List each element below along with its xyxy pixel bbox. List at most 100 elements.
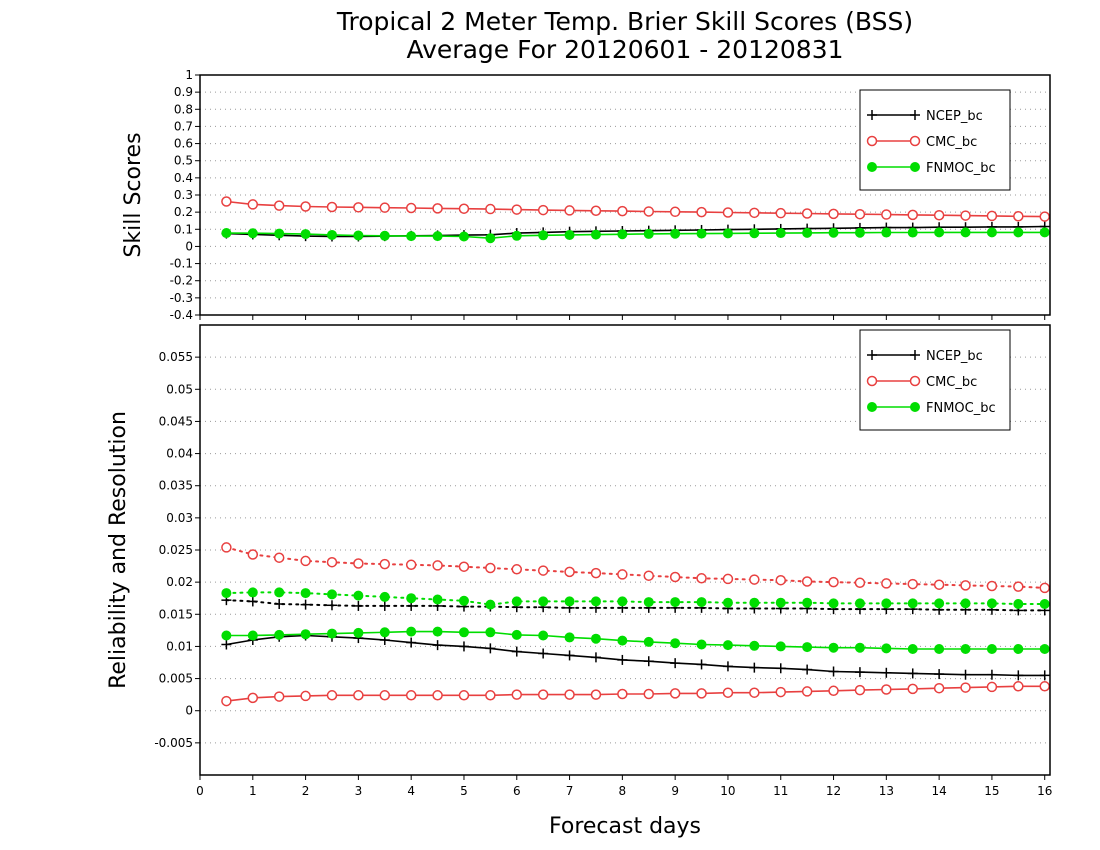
point-open-circle	[300, 201, 311, 212]
point-open-circle	[1039, 211, 1050, 222]
point-plus-marker	[934, 669, 945, 680]
point-open-circle	[221, 695, 232, 707]
point-filled-circle	[511, 596, 522, 607]
point-filled-circle	[1039, 227, 1050, 238]
point-filled-circle	[643, 636, 654, 647]
point-open-circle	[881, 684, 892, 695]
point-open-circle	[379, 690, 391, 701]
point-plus-marker	[432, 640, 443, 651]
legend-label: CMC_bc	[926, 135, 977, 150]
point-open-circle	[1013, 681, 1024, 692]
point-open-circle	[749, 574, 760, 585]
point-plus-marker	[722, 661, 733, 672]
y-tick-label: 0	[185, 239, 193, 253]
point-open-circle	[590, 205, 602, 217]
series-line-fnmoc_bc	[225, 591, 1046, 606]
point-filled-circle	[221, 228, 232, 239]
point-filled-circle	[696, 228, 707, 239]
point-open-circle	[353, 690, 364, 701]
point-filled-circle	[802, 597, 813, 608]
plot-frame	[199, 324, 1051, 776]
point-filled-circle	[775, 597, 786, 608]
point-filled-circle	[854, 642, 865, 653]
point-open-circle	[907, 683, 918, 695]
point-filled-circle	[247, 630, 258, 641]
point-open-circle	[590, 567, 602, 579]
point-plus-marker	[458, 641, 469, 652]
point-filled-circle	[1013, 227, 1024, 238]
point-filled-circle	[934, 227, 945, 238]
series-line-cmc_bc	[226, 200, 1045, 218]
point-plus-marker	[406, 637, 417, 648]
legend-label: FNMOC_bc	[926, 161, 996, 176]
point-open-circle	[907, 578, 918, 590]
point-open-circle	[458, 203, 470, 214]
x-tick-label: 9	[671, 784, 679, 798]
point-filled-circle	[274, 587, 285, 598]
point-open-circle	[247, 549, 259, 560]
point-filled-circle	[828, 598, 839, 609]
point-open-circle	[907, 209, 918, 221]
point-open-circle	[247, 692, 259, 704]
point-open-circle	[854, 208, 866, 220]
x-tick-label: 11	[773, 784, 788, 798]
point-filled-circle	[247, 228, 258, 239]
chart-title-line1: Tropical 2 Meter Temp. Brier Skill Score…	[336, 7, 913, 36]
point-filled-circle	[960, 227, 971, 238]
point-open-circle	[643, 570, 655, 581]
point-filled-circle	[907, 227, 918, 238]
point-open-circle	[564, 205, 575, 216]
x-tick-label: 4	[407, 784, 415, 798]
y-tick-label: 0.025	[159, 543, 193, 557]
point-filled-circle	[854, 598, 865, 609]
point-open-circle	[828, 685, 839, 697]
point-plus-marker	[617, 654, 628, 665]
point-open-circle	[696, 573, 707, 584]
y-tick-label: 0.02	[166, 575, 193, 589]
point-open-circle	[353, 558, 364, 569]
series-line-cmc_bc	[226, 685, 1045, 702]
point-open-circle	[828, 208, 839, 220]
point-open-circle	[537, 689, 549, 700]
point-open-circle	[564, 566, 575, 578]
point-open-circle	[933, 682, 945, 694]
x-tick-label: 13	[879, 784, 894, 798]
point-filled-circle	[696, 639, 707, 650]
point-plus-marker	[485, 643, 496, 654]
point-filled-circle	[643, 597, 654, 608]
point-filled-circle	[274, 228, 285, 239]
point-open-circle	[986, 580, 998, 592]
point-filled-circle	[722, 597, 733, 608]
y-tick-label: -0.1	[170, 257, 193, 271]
point-open-circle	[511, 564, 523, 575]
point-filled-circle	[1039, 599, 1050, 609]
point-filled-circle	[353, 230, 364, 241]
point-open-circle	[854, 577, 866, 589]
point-filled-circle	[432, 231, 443, 242]
point-filled-circle	[960, 598, 971, 609]
point-open-circle	[353, 202, 364, 213]
point-filled-circle	[907, 644, 918, 654]
point-open-circle	[458, 690, 470, 701]
point-filled-circle	[485, 599, 496, 610]
point-open-circle	[326, 690, 338, 701]
y-tick-label: -0.4	[170, 308, 193, 322]
point-open-circle	[590, 689, 602, 700]
point-filled-circle	[564, 632, 575, 643]
point-plus-marker	[564, 650, 575, 661]
point-filled-circle	[353, 627, 364, 638]
point-open-circle	[1039, 582, 1050, 594]
series-line-ncep_bc	[225, 599, 1046, 612]
point-open-circle	[881, 209, 892, 220]
legend-open-circle-marker	[866, 135, 878, 147]
point-filled-circle	[1039, 644, 1050, 654]
point-filled-circle	[538, 630, 549, 641]
legend: NCEP_bc CMC_bc FNMOC_bc	[859, 89, 1011, 191]
legend-filled-circle-marker	[867, 162, 877, 172]
reliability-resolution-panel: -0.005 0 0.005 0.01 0.015 0.02 0.025 0.03 0.035 0…	[106, 324, 1052, 798]
point-open-circle	[432, 203, 443, 214]
point-filled-circle	[617, 596, 628, 607]
legend-open-circle-marker	[866, 375, 878, 387]
y-tick-label: 0.015	[159, 607, 193, 621]
